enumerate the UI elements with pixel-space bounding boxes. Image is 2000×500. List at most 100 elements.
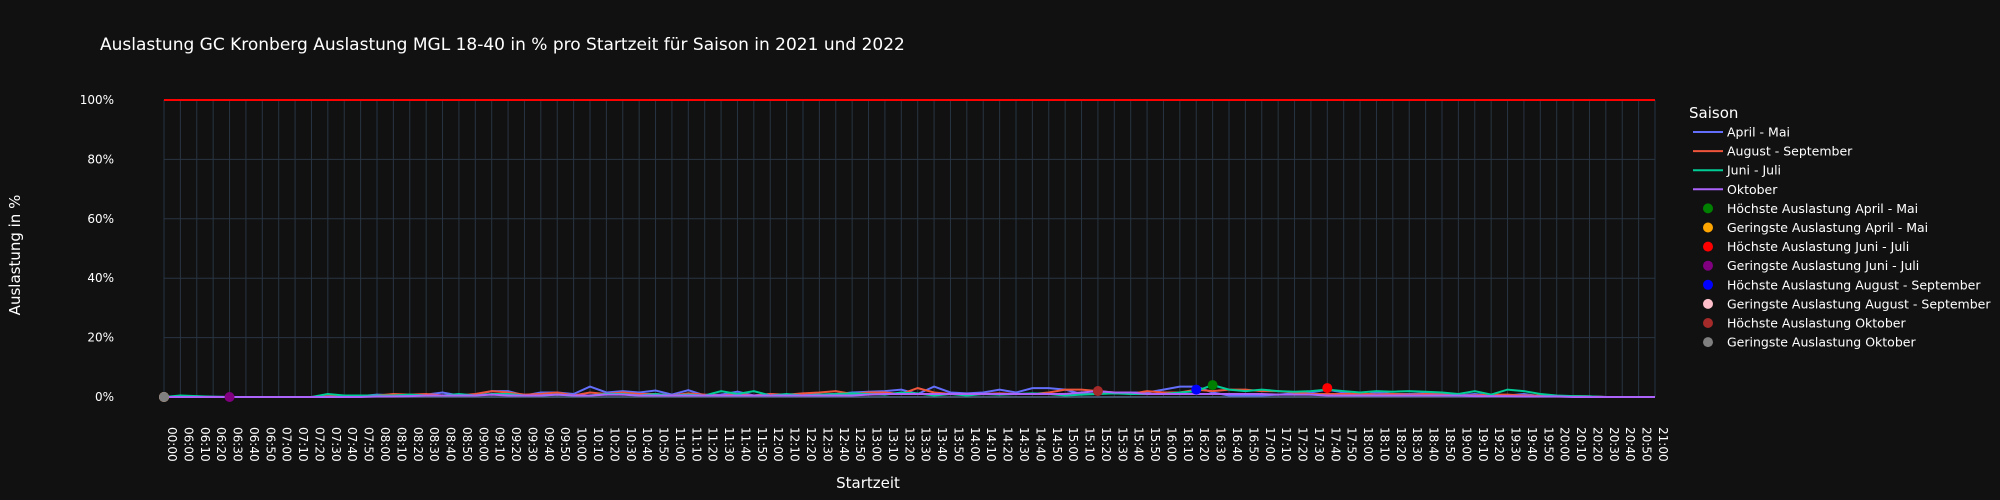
x-tick-label: 17:00: [1263, 427, 1277, 462]
x-tick-label: 11:00: [673, 427, 687, 462]
x-tick-label: 20:20: [1590, 427, 1604, 462]
x-tick-label: 07:00: [280, 427, 294, 462]
legend-item-label: Geringste Auslastung April - Mai: [1727, 220, 1928, 235]
x-tick-label: 10:40: [640, 427, 654, 462]
y-tick-label: 60%: [87, 212, 114, 226]
y-tick-label: 80%: [87, 152, 114, 166]
x-tick-label: 09:10: [493, 427, 507, 462]
series-lines: [163, 384, 1655, 398]
x-tick-label: 14:50: [1050, 427, 1064, 462]
x-tick-label: 09:50: [558, 427, 572, 462]
legend: Saison April - Mai August - September Juni…: [1689, 104, 1991, 350]
x-tick-label: 08:20: [411, 427, 425, 462]
legend-item-label: Geringste Auslastung Oktober: [1727, 335, 1916, 350]
x-tick-label: 14:40: [1033, 427, 1047, 462]
x-tick-label: 08:50: [460, 427, 474, 462]
chart-title: Auslastung GC Kronberg Auslastung MGL 18…: [100, 35, 905, 55]
x-tick-label: 16:50: [1246, 427, 1260, 462]
x-tick-label: 08:00: [378, 427, 392, 462]
x-tick-label: 13:10: [886, 427, 900, 462]
x-tick-label: 20:00: [1558, 427, 1572, 462]
y-tick-label: 100%: [80, 93, 114, 107]
x-tick-label: 20:30: [1607, 427, 1621, 462]
legend-swatch-marker[interactable]: [1703, 203, 1713, 214]
x-tick-label: 18:00: [1361, 427, 1375, 462]
legend-swatch-marker[interactable]: [1703, 260, 1713, 271]
x-tick-label: 11:50: [755, 427, 769, 462]
x-tick-label: 17:30: [1312, 427, 1326, 462]
x-tick-label: 11:30: [722, 427, 736, 462]
x-tick-label: 16:00: [1164, 427, 1178, 462]
x-tick-label: 16:10: [1181, 427, 1195, 462]
x-tick-label: 17:50: [1345, 427, 1359, 462]
grid: [163, 99, 1656, 398]
x-tick-label: 11:40: [738, 427, 752, 462]
x-tick-label: 12:10: [788, 427, 802, 462]
x-tick-label: 19:50: [1541, 427, 1555, 462]
legend-items: April - Mai August - September Juni - Juli…: [1693, 125, 1991, 350]
x-tick-label: 07:10: [296, 427, 310, 462]
x-tick-label: 06:50: [263, 427, 277, 462]
x-tick-label: 14:20: [1001, 427, 1015, 462]
x-tick-label: 14:30: [1017, 427, 1031, 462]
x-tick-label: 13:00: [870, 427, 884, 462]
x-tick-label: 15:50: [1148, 427, 1162, 462]
x-tick-label: 16:30: [1214, 427, 1228, 462]
x-tick-label: 10:20: [607, 427, 621, 462]
x-tick-label: 20:40: [1623, 427, 1637, 462]
x-tick-label: 06:30: [231, 427, 245, 462]
x-tick-label: 09:00: [476, 427, 490, 462]
legend-swatch-marker[interactable]: [1703, 318, 1713, 328]
highlight-marker: [159, 392, 169, 402]
x-axis-title: Startzeit: [836, 474, 900, 492]
x-tick-label: 08:40: [444, 427, 458, 462]
x-tick-label: 09:20: [509, 427, 523, 462]
x-tick-label: 16:40: [1230, 427, 1244, 462]
x-tick-label: 11:10: [689, 427, 703, 462]
legend-swatch-marker[interactable]: [1703, 222, 1713, 233]
x-tick-label: 17:10: [1279, 427, 1293, 462]
x-tick-label: 15:20: [1099, 427, 1113, 462]
highlight-marker: [1207, 380, 1218, 391]
x-tick-label: 12:20: [804, 427, 818, 462]
highlight-marker: [224, 392, 235, 402]
x-tick-label: 09:40: [542, 427, 556, 462]
x-tick-label: 07:20: [312, 427, 326, 462]
series-line: [164, 390, 1655, 398]
highlight-marker: [1092, 386, 1103, 397]
x-tick-label: 13:40: [935, 427, 949, 462]
x-tick-label: 19:10: [1476, 427, 1490, 462]
x-tick-label: 18:30: [1410, 427, 1424, 462]
x-tick-label: 18:10: [1377, 427, 1391, 462]
x-tick-label: 10:50: [657, 427, 671, 462]
x-tick-label: 12:00: [771, 427, 785, 462]
x-tick-label: 08:10: [394, 427, 408, 462]
x-tick-label: 17:20: [1296, 427, 1310, 462]
legend-item-label: Geringste Auslastung August - September: [1727, 296, 1991, 311]
x-tick-label: 15:10: [1083, 427, 1097, 462]
x-tick-label: 18:50: [1443, 427, 1457, 462]
y-tick-label: 0%: [95, 390, 114, 404]
x-tick-label: 00:00: [165, 427, 179, 462]
series-line: [163, 384, 1655, 398]
x-tick-label: 06:10: [198, 427, 212, 462]
x-tick-label: 10:10: [591, 427, 605, 462]
legend-swatch-marker[interactable]: [1703, 241, 1713, 252]
x-tick-label: 12:30: [820, 427, 834, 462]
x-tick-label: 18:40: [1427, 427, 1441, 462]
legend-swatch-marker[interactable]: [1703, 279, 1713, 290]
highlight-marker: [1191, 384, 1202, 395]
x-tick-label: 11:20: [706, 427, 720, 462]
x-tick-label: 08:30: [427, 427, 441, 462]
legend-swatch-marker[interactable]: [1703, 337, 1713, 348]
legend-swatch-marker[interactable]: [1703, 298, 1713, 309]
x-tick-label: 06:40: [247, 427, 261, 462]
x-tick-label: 20:50: [1640, 427, 1654, 462]
x-tick-label: 16:20: [1197, 427, 1211, 462]
x-tick-label: 15:00: [1066, 427, 1080, 462]
legend-item-label: Juni - Juli: [1726, 163, 1781, 178]
x-tick-label: 15:40: [1132, 427, 1146, 462]
x-tick-label: 09:30: [525, 427, 539, 462]
legend-title: Saison: [1689, 104, 1738, 122]
x-tick-label: 18:20: [1394, 427, 1408, 462]
